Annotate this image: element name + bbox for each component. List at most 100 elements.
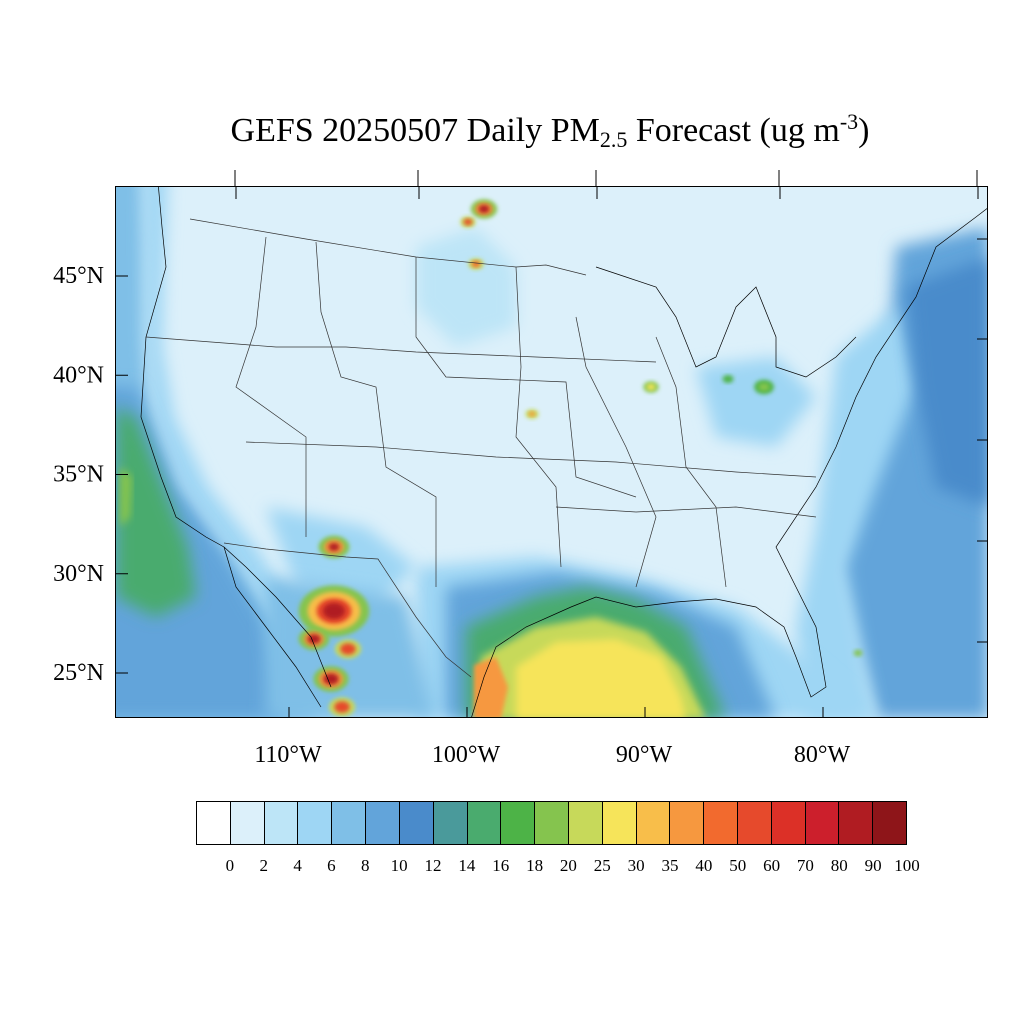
map-panel bbox=[115, 186, 988, 718]
pm25-hotspot-11-ring-1 bbox=[758, 383, 770, 391]
colorbar-swatch bbox=[501, 802, 536, 844]
colorbar-tick-label: 25 bbox=[593, 856, 611, 875]
lat-label: 25°N bbox=[53, 660, 104, 686]
colorbar-swatch bbox=[197, 802, 231, 844]
california-plume bbox=[116, 407, 196, 617]
pm25-hotspot-12-ring-0 bbox=[722, 375, 734, 383]
us-mexico-border bbox=[223, 542, 472, 678]
colorbar-tick-label: 90 bbox=[864, 856, 882, 875]
pm25-hotspot-0-ring-2 bbox=[478, 205, 490, 213]
title-end: ) bbox=[858, 112, 870, 149]
colorbar-tick-label: 35 bbox=[661, 856, 679, 875]
colorbar-swatch bbox=[366, 802, 400, 844]
pm25-map bbox=[116, 187, 987, 717]
state-lines-6 bbox=[655, 336, 727, 588]
colorbar-swatch bbox=[771, 802, 806, 844]
colorbar-tick-label: 40 bbox=[695, 856, 713, 875]
west-coast bbox=[140, 187, 247, 568]
hotspots bbox=[298, 199, 863, 717]
state-lines-9 bbox=[555, 506, 817, 518]
colorbar-labels: 0 2 4 6 8 10 12 14 16 18 20 25 30 35 40 50 60 70 80 90 100 bbox=[196, 856, 920, 880]
colorbar-tick-label: 10 bbox=[390, 856, 408, 875]
title-subscript: 2.5 bbox=[599, 127, 628, 152]
colorbar-tick-label: 0 bbox=[225, 856, 235, 875]
colorbar-swatch bbox=[535, 802, 569, 844]
pm25-hotspot-2-ring-1 bbox=[471, 260, 481, 268]
state-lines-5 bbox=[575, 316, 657, 588]
lon-label: 100°W bbox=[432, 742, 501, 768]
colorbar-tick-label: 18 bbox=[526, 856, 544, 875]
colorbar-tick-label: 80 bbox=[830, 856, 848, 875]
baja bbox=[223, 546, 322, 708]
colorbar-swatch bbox=[568, 802, 603, 844]
colorbar-tick-label: 50 bbox=[729, 856, 747, 875]
colorbar-tick-label: 60 bbox=[763, 856, 781, 875]
gulf-coast bbox=[471, 586, 827, 717]
great-lakes bbox=[595, 266, 857, 378]
colorbar-tick-label: 30 bbox=[627, 856, 645, 875]
us-canada-border bbox=[189, 218, 587, 276]
lon-label: 110°W bbox=[254, 742, 322, 768]
colorbar-tick-label: 16 bbox=[492, 856, 510, 875]
colorbar-swatch bbox=[399, 802, 434, 844]
southwest-patch bbox=[266, 507, 416, 607]
pm25-hotspot-8-ring-1 bbox=[334, 701, 350, 713]
state-lines-4 bbox=[515, 266, 562, 568]
pm25-hotspot-7-ring-2 bbox=[323, 673, 339, 685]
colorbar bbox=[196, 801, 907, 845]
colorbar-swatch bbox=[805, 802, 840, 844]
pm25-hotspot-6-ring-1 bbox=[340, 643, 356, 655]
lat-label: 35°N bbox=[53, 462, 104, 488]
colorbar-swatch bbox=[264, 802, 299, 844]
colorbar-swatch bbox=[332, 802, 367, 844]
mexico-mainland-coast bbox=[245, 566, 332, 688]
lat-label: 45°N bbox=[53, 263, 104, 289]
state-lines-2 bbox=[315, 241, 437, 587]
colorbar-swatch bbox=[467, 802, 502, 844]
gulf-yellow bbox=[516, 639, 686, 717]
colorbar-tick-label: 70 bbox=[796, 856, 814, 875]
colorbar-swatch bbox=[636, 802, 671, 844]
lat-label: 30°N bbox=[53, 561, 104, 587]
colorbar-swatch bbox=[873, 802, 907, 844]
state-lines-1 bbox=[235, 236, 307, 537]
title-superscript: -3 bbox=[839, 109, 859, 134]
colorbar-tick-label: 8 bbox=[361, 856, 370, 875]
colorbar-tick-label: 2 bbox=[259, 856, 268, 875]
atlantic-deep-patch bbox=[906, 257, 987, 507]
state-lines-7 bbox=[245, 441, 817, 478]
colorbar-swatch bbox=[738, 802, 772, 844]
title-main: GEFS 20250507 Daily PM bbox=[230, 112, 600, 149]
pacific-ocean-near bbox=[144, 187, 346, 717]
colorbar-swatch bbox=[839, 802, 874, 844]
colorbar-swatch bbox=[704, 802, 738, 844]
boundaries bbox=[140, 187, 987, 717]
east-coast bbox=[775, 208, 987, 588]
pm25-hotspot-9-ring-1 bbox=[528, 411, 536, 417]
plains-patch bbox=[416, 227, 516, 347]
pm25-hotspot-1-ring-1 bbox=[463, 218, 473, 226]
title-mid: Forecast (ug m bbox=[627, 112, 840, 149]
colorbar-swatch bbox=[230, 802, 265, 844]
colorbar-tick-label: 20 bbox=[559, 856, 577, 875]
state-lines-8 bbox=[145, 336, 657, 363]
pm25-hotspot-4-ring-3 bbox=[323, 603, 345, 619]
colorbar-tick-label: 12 bbox=[424, 856, 442, 875]
pm25-hotspot-10-ring-1 bbox=[646, 383, 656, 391]
lon-label: 80°W bbox=[794, 742, 851, 768]
chart-title: GEFS 20250507 Daily PM2.5 Forecast (ug m… bbox=[0, 109, 1024, 152]
colorbar-swatch bbox=[670, 802, 705, 844]
state-lines-3 bbox=[415, 257, 637, 498]
atlantic-near bbox=[796, 307, 916, 717]
lon-label: 90°W bbox=[616, 742, 673, 768]
colorbar-tick-label: 14 bbox=[458, 856, 476, 875]
colorbar-swatch bbox=[298, 802, 333, 844]
colorbar-tick-label: 4 bbox=[293, 856, 302, 875]
california-plume-core bbox=[120, 467, 132, 527]
pm25-hotspot-3-ring-2 bbox=[328, 543, 340, 551]
gulf-orange bbox=[474, 657, 508, 717]
lat-label: 40°N bbox=[53, 362, 104, 388]
colorbar-tick-label: 100 bbox=[894, 856, 920, 875]
colorbar-swatch bbox=[433, 802, 468, 844]
colorbar-tick-label: 6 bbox=[327, 856, 336, 875]
